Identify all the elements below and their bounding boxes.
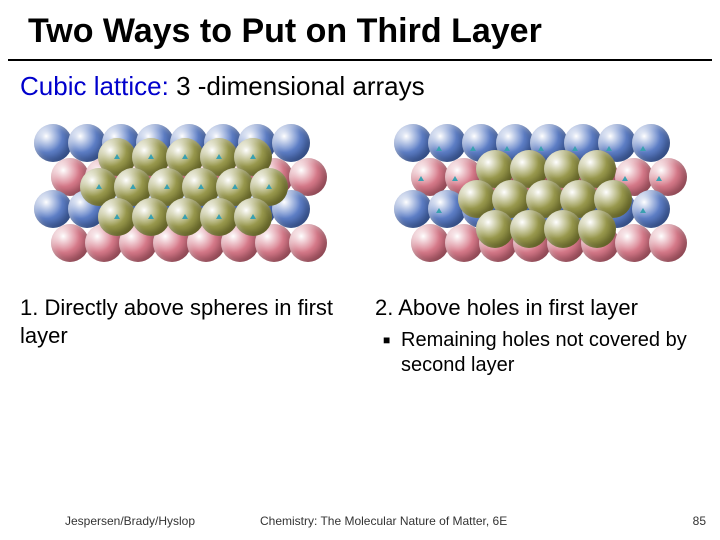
sphere — [578, 210, 616, 248]
sphere — [289, 224, 327, 262]
hole-marker — [504, 146, 510, 151]
hole-marker — [216, 214, 222, 219]
sphere — [394, 190, 432, 228]
hole-marker — [198, 184, 204, 189]
hole-marker — [470, 146, 476, 151]
sphere — [632, 190, 670, 228]
captions-row: 1. Directly above spheres in first layer… — [0, 276, 720, 378]
subtitle-rest: 3 -dimensional arrays — [169, 71, 425, 101]
hole-marker — [436, 146, 442, 151]
sphere — [544, 210, 582, 248]
sphere — [411, 224, 449, 262]
hole-marker — [114, 214, 120, 219]
sphere — [615, 224, 653, 262]
caption-left: 1. Directly above spheres in first layer — [20, 294, 345, 378]
hole-marker — [452, 176, 458, 181]
sphere — [649, 224, 687, 262]
hole-marker — [640, 146, 646, 151]
hole-marker — [232, 184, 238, 189]
hole-marker — [250, 154, 256, 159]
diagram-left — [40, 116, 320, 276]
hole-marker — [606, 146, 612, 151]
hole-marker — [130, 184, 136, 189]
footer-right: 85 — [660, 514, 720, 528]
hole-marker — [418, 176, 424, 181]
hole-marker — [640, 208, 646, 213]
hole-marker — [182, 214, 188, 219]
caption-right-sub: Remaining holes not covered by second la… — [375, 328, 700, 378]
diagram-right — [400, 116, 680, 276]
hole-marker — [182, 154, 188, 159]
sphere — [476, 210, 514, 248]
footer: Jespersen/Brady/Hyslop Chemistry: The Mo… — [0, 514, 720, 528]
hole-marker — [656, 176, 662, 181]
sphere — [632, 124, 670, 162]
subtitle: Cubic lattice: 3 -dimensional arrays — [0, 61, 720, 116]
hole-marker — [96, 184, 102, 189]
hole-marker — [114, 154, 120, 159]
sphere — [272, 124, 310, 162]
footer-left: Jespersen/Brady/Hyslop — [0, 514, 260, 528]
sphere — [394, 124, 432, 162]
caption-right-main: 2. Above holes in first layer — [375, 294, 700, 322]
slide-title: Two Ways to Put on Third Layer — [8, 0, 712, 61]
hole-marker — [216, 154, 222, 159]
hole-marker — [266, 184, 272, 189]
hole-marker — [148, 154, 154, 159]
hole-marker — [436, 208, 442, 213]
sphere — [510, 210, 548, 248]
diagrams-row — [0, 116, 720, 276]
hole-marker — [164, 184, 170, 189]
hole-marker — [250, 214, 256, 219]
sphere — [34, 124, 72, 162]
hole-marker — [148, 214, 154, 219]
sphere — [34, 190, 72, 228]
hole-marker — [622, 176, 628, 181]
subtitle-blue: Cubic lattice: — [20, 71, 169, 101]
sphere — [428, 124, 466, 162]
sphere — [51, 224, 89, 262]
caption-right: 2. Above holes in first layer Remaining … — [375, 294, 700, 378]
hole-marker — [538, 146, 544, 151]
hole-marker — [572, 146, 578, 151]
footer-center: Chemistry: The Molecular Nature of Matte… — [260, 514, 660, 528]
